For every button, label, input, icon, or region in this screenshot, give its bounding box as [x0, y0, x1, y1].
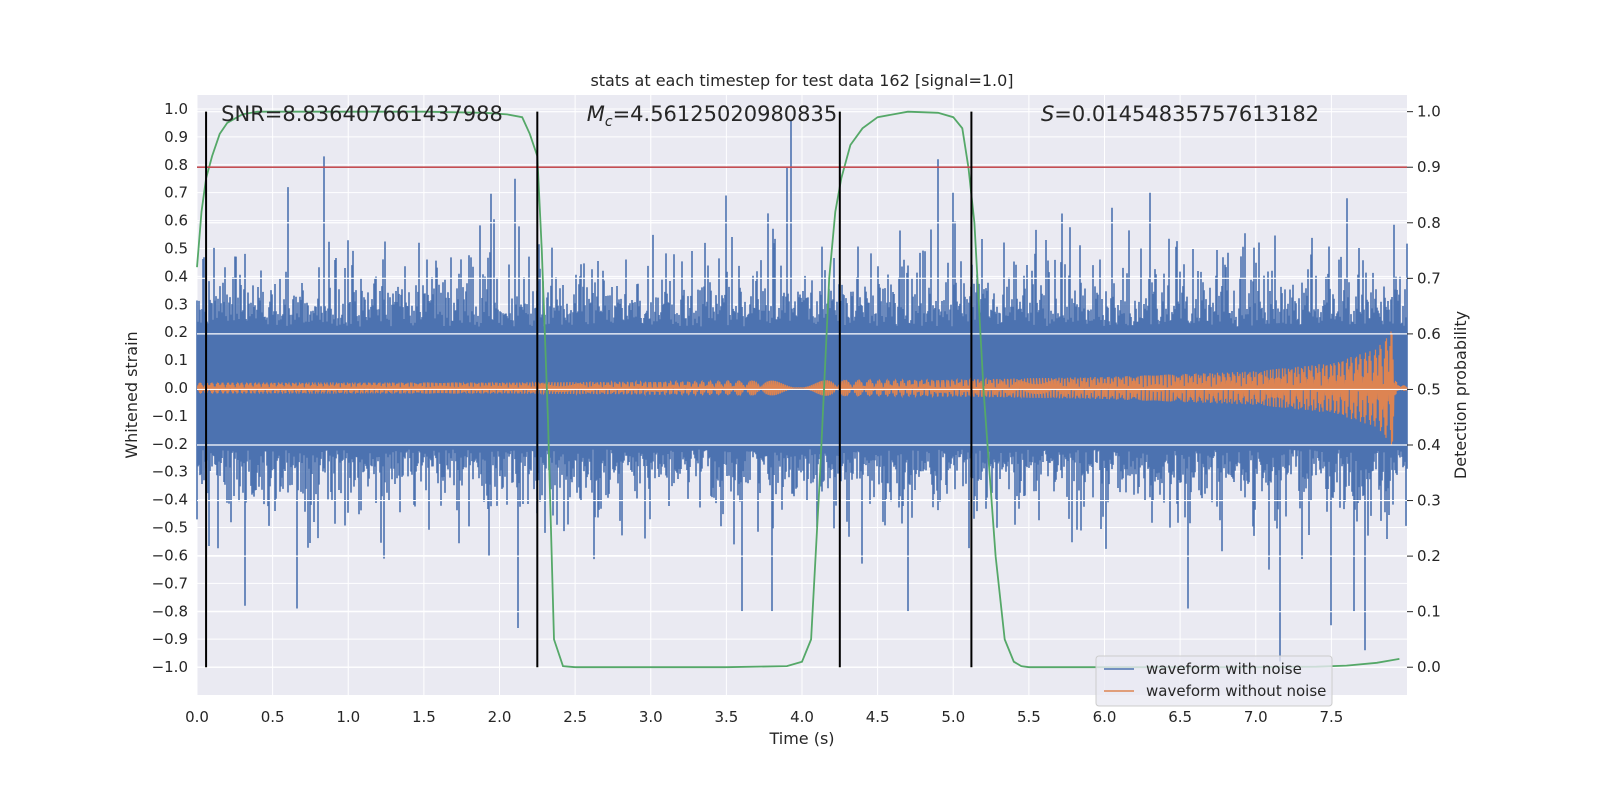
x-tick-label: 6.5	[1168, 708, 1192, 726]
legend: waveform with noise waveform without noi…	[1095, 655, 1333, 707]
y-tick-label: −0.3	[152, 463, 188, 481]
y-tick-label: 0.3	[164, 295, 188, 313]
clean-waveform-path	[196, 331, 1408, 445]
x-tick-label: 3.5	[714, 708, 738, 726]
y-axis-right-label: Detection probability	[1451, 311, 1470, 479]
s-statistic-annotation: S=0.01454835757613182	[1041, 102, 1319, 126]
overlay-lines	[196, 110, 1407, 669]
y-tick-label: 1.0	[164, 100, 188, 118]
y-tick-label: −0.8	[152, 602, 188, 620]
y-right-tick-label: 0.3	[1417, 492, 1441, 510]
y-tick-label: −1.0	[152, 658, 188, 676]
y-tick-label: 0.0	[164, 379, 188, 397]
y-tick-label: 0.7	[164, 184, 188, 202]
x-axis-label: Time (s)	[768, 729, 834, 748]
y-right-tick-label: 0.8	[1417, 214, 1441, 232]
y-right-tick-label: 0.7	[1417, 269, 1441, 287]
x-tick-label: 5.5	[1017, 708, 1041, 726]
legend-label-noisy: waveform with noise	[1146, 660, 1302, 678]
y-tick-label: 0.1	[164, 351, 188, 369]
y-tick-label: 0.6	[164, 212, 188, 230]
y-tick-label: −0.9	[152, 630, 188, 648]
x-tick-label: 2.0	[488, 708, 512, 726]
x-tick-label: 4.0	[790, 708, 814, 726]
y-tick-label: 0.4	[164, 267, 188, 285]
y-tick-label: 0.8	[164, 156, 188, 174]
y-tick-label: −0.5	[152, 519, 188, 537]
x-tick-label: 2.5	[563, 708, 587, 726]
y-right-tick-label: 0.4	[1417, 436, 1441, 454]
detection-probability-line	[196, 110, 1400, 669]
y-tick-label: 0.5	[164, 239, 188, 257]
x-tick-label: 4.5	[866, 708, 890, 726]
x-tick-label: 6.0	[1093, 708, 1117, 726]
legend-label-clean: waveform without noise	[1146, 682, 1326, 700]
y-tick-label: −0.6	[152, 546, 188, 564]
x-tick-label: 5.0	[941, 708, 965, 726]
y-right-tick-label: 0.1	[1417, 603, 1441, 621]
tick-labels: 0.0 0.5 1.0 1.5 2.0 2.5 3.0 3.5 4.0 4.5 5.0 5.5 6.0 6…	[152, 100, 1441, 726]
x-tick-label: 7.0	[1244, 708, 1268, 726]
x-tick-label: 1.5	[412, 708, 436, 726]
y-right-tick-label: 1.0	[1417, 103, 1441, 121]
clean-waveform	[196, 331, 1408, 445]
x-tick-label: 3.0	[639, 708, 663, 726]
y-axis-label: Whitened strain	[122, 331, 141, 458]
legend-box	[1095, 655, 1333, 707]
y-tick-label: −0.4	[152, 491, 188, 509]
y-right-tick-label: 0.0	[1417, 658, 1441, 676]
y-right-tick-label: 0.6	[1417, 325, 1441, 343]
y-right-tick-label: 0.9	[1417, 158, 1441, 176]
y-tick-label: 0.2	[164, 323, 188, 341]
y-tick-label: −0.2	[152, 435, 188, 453]
y-tick-label: −0.7	[152, 574, 188, 592]
y-tick-label: 0.9	[164, 128, 188, 146]
y-right-tick-label: 0.5	[1417, 380, 1441, 398]
snr-annotation: SNR=8.836407661437988	[221, 102, 503, 126]
x-tick-label: 1.0	[336, 708, 360, 726]
x-tick-label: 0.0	[185, 708, 209, 726]
chart-title: stats at each timestep for test data 162…	[590, 71, 1013, 90]
x-tick-label: 0.5	[261, 708, 285, 726]
y-right-tick-label: 0.2	[1417, 547, 1441, 565]
x-tick-label: 7.5	[1319, 708, 1343, 726]
chirp-mass-annotation: Mc=4.56125020980835	[587, 102, 838, 130]
y-tick-label: −0.1	[152, 407, 188, 425]
